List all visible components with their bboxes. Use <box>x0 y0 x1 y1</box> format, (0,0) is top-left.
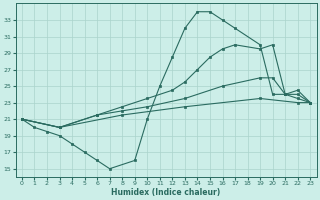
X-axis label: Humidex (Indice chaleur): Humidex (Indice chaleur) <box>111 188 221 197</box>
